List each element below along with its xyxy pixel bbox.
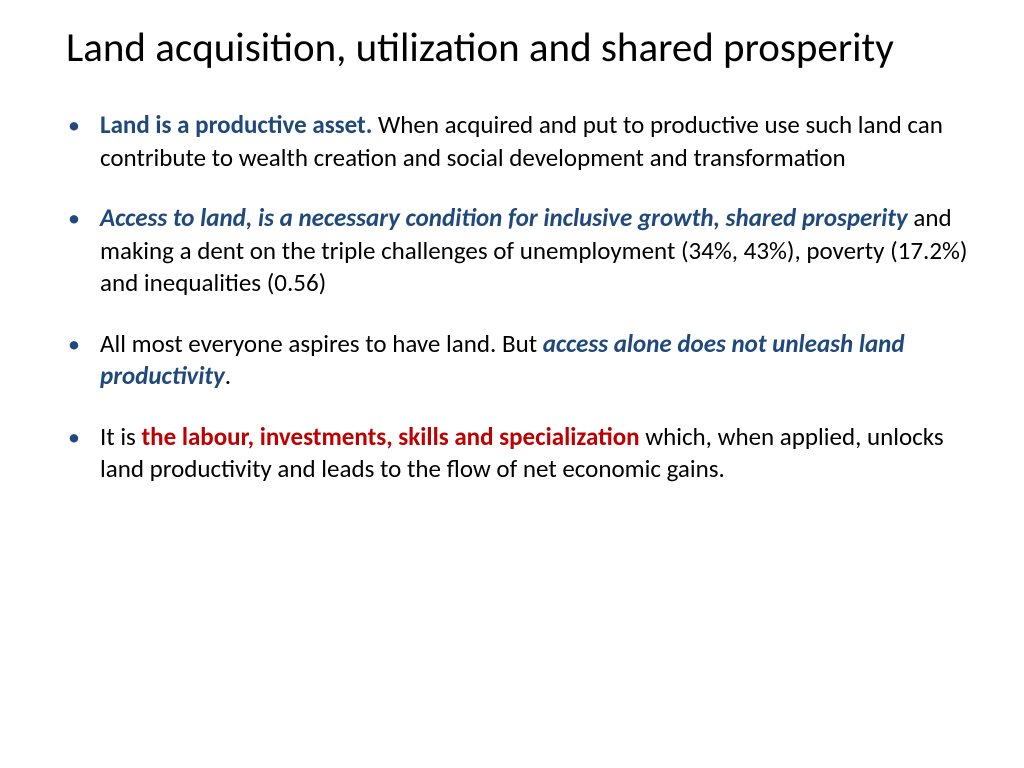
bullet-item: It is the labour, investments, skills an… <box>56 421 968 486</box>
bullet-item: Land is a productive asset. When acquire… <box>56 109 968 174</box>
emphasis-text: Land is a productive asset. <box>100 109 372 140</box>
emphasis-text: Access to land, is a necessary condition… <box>100 202 908 233</box>
bullet-list: Land is a productive asset. When acquire… <box>56 109 968 486</box>
emphasis-text: the labour, investments, skills and spec… <box>142 421 640 452</box>
slide-title: Land acquisition, utilization and shared… <box>56 24 968 73</box>
bullet-item: All most everyone aspires to have land. … <box>56 328 968 393</box>
bullet-item: Access to land, is a necessary condition… <box>56 202 968 300</box>
body-text: . <box>225 360 231 391</box>
body-text: It is <box>100 421 142 452</box>
body-text: All most everyone aspires to have land. … <box>100 328 543 359</box>
